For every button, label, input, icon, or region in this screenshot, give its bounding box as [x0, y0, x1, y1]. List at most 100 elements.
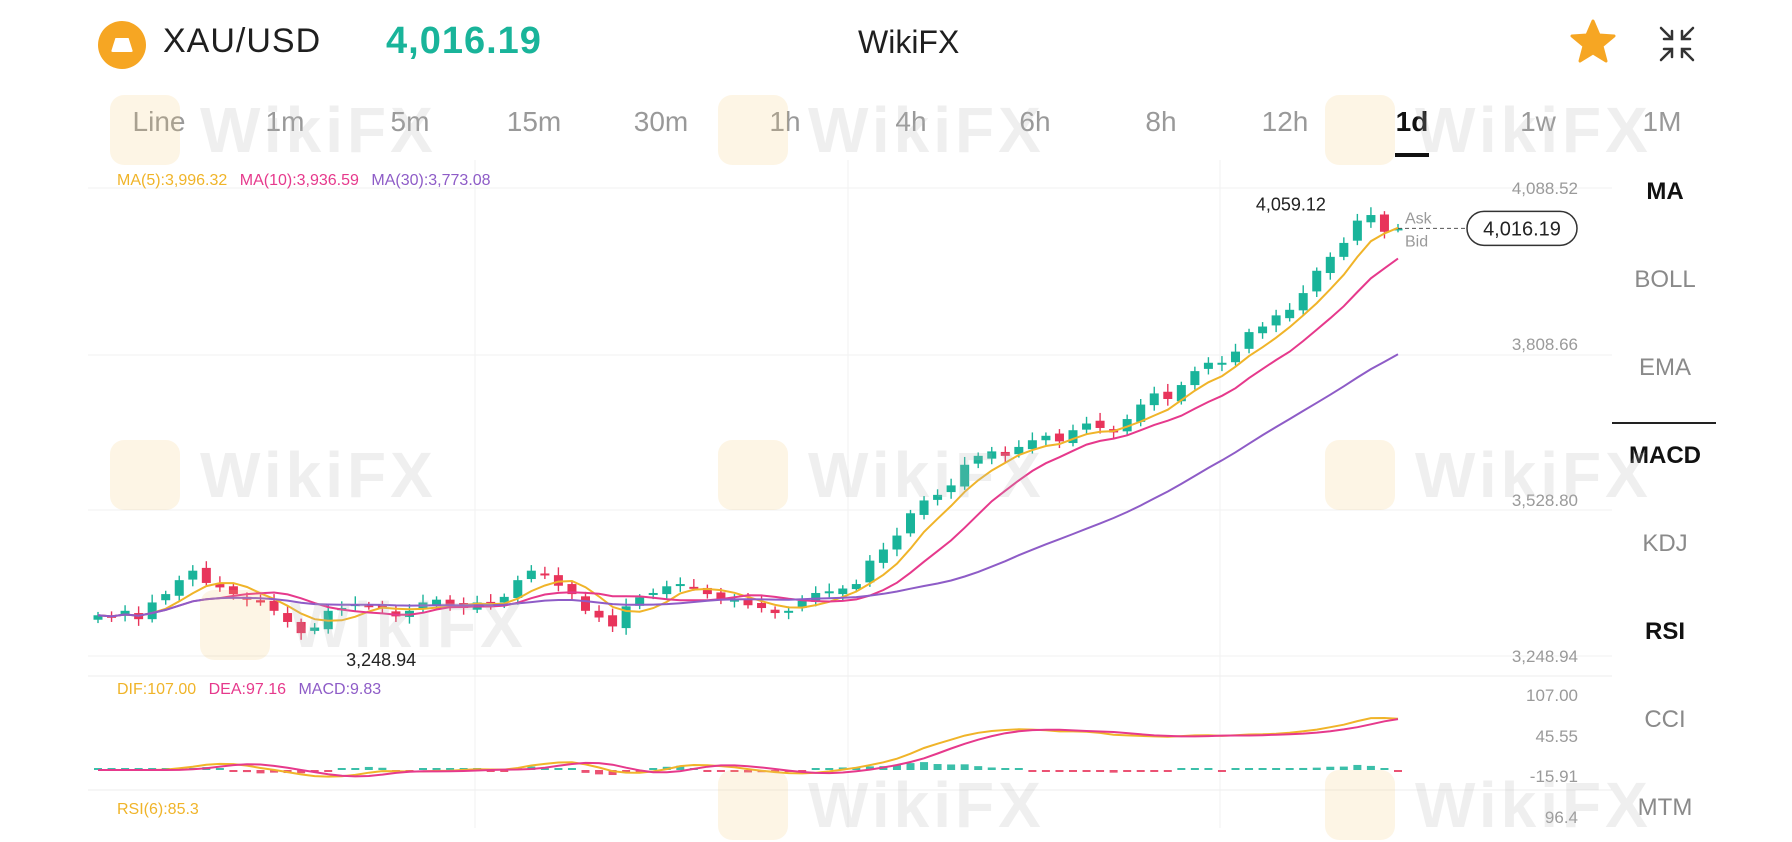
gold-coin-icon [98, 21, 146, 69]
dea-legend: DEA:97.16 [208, 681, 286, 698]
candle-body [1339, 242, 1349, 257]
macd-histogram-bar [1339, 766, 1348, 770]
macd-histogram-bar [811, 768, 820, 770]
macd-histogram-bar [364, 766, 373, 770]
indicator-cci[interactable]: CCI [1644, 706, 1686, 733]
candle-body [188, 570, 198, 580]
macd-histogram-bar [337, 768, 346, 770]
candle-body [878, 549, 888, 563]
macd-histogram-bar [324, 770, 333, 772]
macd-histogram-bar [1096, 770, 1105, 772]
candle-body [1312, 270, 1322, 292]
candle-body [513, 580, 523, 598]
macd-histogram-bar [1123, 770, 1132, 772]
ma30-line [97, 353, 1399, 618]
indicator-rsi[interactable]: RSI [1644, 618, 1685, 645]
candle-body [716, 592, 726, 599]
macd-histogram-bar [1028, 770, 1037, 772]
collapse-icon[interactable] [1657, 24, 1697, 64]
macd-histogram-bar [730, 770, 739, 772]
macd-histogram-bar [1190, 768, 1199, 770]
macd-histogram-bar [256, 770, 265, 774]
rsi-legend: RSI(6):85.3 [117, 801, 199, 818]
candle-body [1014, 446, 1024, 455]
macd-histogram-bar [1001, 768, 1010, 770]
tab-1w[interactable]: 1w [1520, 106, 1556, 137]
candle-body [743, 599, 753, 606]
candle-body [432, 599, 442, 605]
candle-body [1163, 391, 1173, 399]
candle-body [851, 584, 861, 590]
ma-legend: MA(5):3,996.32 MA(10):3,936.59 MA(30):3,… [117, 172, 499, 190]
indicator-ema[interactable]: EMA [1638, 354, 1691, 381]
macd-axis-tick: 107.00 [1526, 686, 1578, 705]
star-icon[interactable] [1569, 18, 1617, 66]
macd-histogram-bar [1231, 768, 1240, 770]
candle-body [1231, 351, 1240, 363]
macd-histogram-bar [608, 770, 617, 776]
macd-histogram-bar [716, 770, 725, 772]
bid-label: Bid [1405, 233, 1428, 250]
candle-body [283, 613, 293, 622]
tab-4h[interactable]: 4h [895, 106, 927, 137]
current-price-label: 4,016.19 [1483, 218, 1561, 240]
tab-1m[interactable]: 1m [265, 106, 305, 137]
tab-5m[interactable]: 5m [390, 106, 430, 137]
macd-histogram-bar [1272, 768, 1281, 770]
candle-body [933, 494, 943, 500]
candle-body [1176, 385, 1186, 402]
candle-body [1258, 326, 1268, 334]
candle-body [1298, 293, 1308, 311]
macd-histogram-bar [1353, 764, 1362, 770]
macd-histogram-bar [1109, 770, 1118, 773]
candle-body [648, 592, 658, 595]
candle-body [147, 602, 157, 620]
tab-30m[interactable]: 30m [633, 106, 689, 137]
candle-body [919, 500, 929, 515]
macd-histogram-bar [1204, 768, 1213, 770]
candle-body [526, 570, 536, 580]
indicator-mtm[interactable]: MTM [1637, 794, 1693, 821]
tab-1d[interactable]: 1d [1395, 106, 1429, 137]
candle-body [581, 596, 590, 611]
macd-histogram-bar [744, 770, 752, 773]
macd-histogram-bar [1258, 768, 1267, 770]
candle-body [1325, 256, 1335, 274]
ma5-legend: MA(5):3,996.32 [117, 172, 228, 189]
ma10-legend: MA(10):3,936.59 [239, 172, 359, 189]
candle-body [1149, 393, 1159, 406]
macd-histogram-bar [906, 763, 915, 770]
tab-line[interactable]: Line [132, 106, 186, 137]
indicator-kdj[interactable]: KDJ [1642, 530, 1688, 557]
candle-body [1190, 371, 1200, 386]
indicator-boll[interactable]: BOLL [1634, 266, 1696, 293]
candle-body [689, 586, 699, 589]
price-axis-tick: 3,528.80 [1512, 491, 1578, 510]
candle-body [1027, 440, 1037, 450]
dea-line [98, 718, 1399, 778]
candle-body [1136, 404, 1146, 422]
indicator-macd[interactable]: MACD [1629, 442, 1701, 469]
tab-8h[interactable]: 8h [1145, 106, 1177, 137]
symbol-title: XAU/USD [163, 22, 322, 60]
tab-1h[interactable]: 1h [769, 106, 801, 137]
macd-histogram-bar [771, 770, 780, 773]
macd-histogram-bar [865, 766, 874, 770]
candle-body [838, 588, 848, 595]
candle-body [499, 596, 509, 603]
tab-15m[interactable]: 15m [506, 106, 562, 137]
candle-body [1122, 419, 1132, 432]
tab-6h[interactable]: 6h [1019, 106, 1051, 137]
tab-12h[interactable]: 12h [1261, 106, 1309, 137]
candle-body [1095, 420, 1105, 428]
macd-histogram-bar [1380, 768, 1389, 770]
macd-histogram-bar [1312, 767, 1321, 770]
price-axis-tick: 3,808.66 [1512, 335, 1578, 354]
candle-body [1000, 451, 1010, 456]
candle-body [865, 560, 875, 583]
candle-body [445, 599, 455, 606]
tab-1m[interactable]: 1M [1642, 106, 1682, 137]
candle-body [635, 597, 645, 606]
indicator-ma[interactable]: MA [1646, 178, 1684, 205]
